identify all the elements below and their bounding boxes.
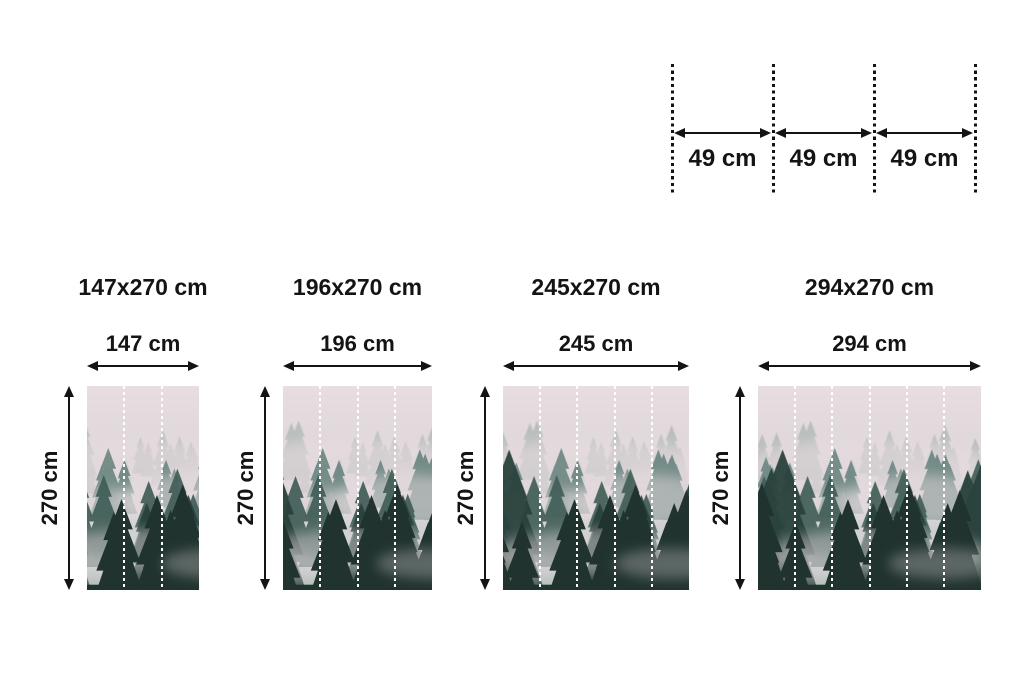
cut-line xyxy=(974,64,977,195)
panel-width-arrow xyxy=(876,128,973,138)
forest-photo xyxy=(87,386,199,590)
height-label: 270 cm xyxy=(233,450,258,526)
width-label: 147 cm xyxy=(105,331,181,356)
width-label: 294 cm xyxy=(832,331,907,356)
panel-cut-line xyxy=(394,386,396,590)
panel-segment: 49 cm xyxy=(874,64,975,195)
size-title: 147x270 cm xyxy=(78,274,208,300)
panel-cut-line xyxy=(943,386,945,590)
panel-segment: 49 cm xyxy=(773,64,874,195)
height-arrow xyxy=(480,386,490,590)
forest-photo xyxy=(503,386,689,590)
panel-cut-line xyxy=(161,386,163,590)
size-title: 245x270 cm xyxy=(531,274,661,300)
size-title: 196x270 cm xyxy=(292,274,423,300)
wallpaper-preview xyxy=(503,386,689,590)
width-label: 245 cm xyxy=(558,331,634,356)
panel-cut-line xyxy=(319,386,321,590)
width-arrow xyxy=(503,361,689,371)
height-arrow xyxy=(260,386,270,590)
wallpaper-preview xyxy=(283,386,432,590)
height-label: 270 cm xyxy=(453,450,478,526)
panel-width-label: 49 cm xyxy=(688,145,757,172)
panel-cut-line xyxy=(576,386,578,590)
width-label: 196 cm xyxy=(320,331,395,356)
height-arrow xyxy=(64,386,74,590)
cut-line xyxy=(772,64,775,195)
cut-line xyxy=(671,64,674,195)
panel-width-label: 49 cm xyxy=(890,145,959,172)
width-arrow xyxy=(87,361,199,371)
panel-width-label: 49 cm xyxy=(789,145,858,172)
panel-segment: 49 cm xyxy=(672,64,773,195)
wallpaper-preview xyxy=(87,386,199,590)
panel-cut-line xyxy=(831,386,833,590)
height-label: 270 cm xyxy=(37,450,62,526)
size-title: 294x270 cm xyxy=(804,274,935,300)
panel-width-arrow xyxy=(775,128,872,138)
panel-cut-line xyxy=(651,386,653,590)
height-label: 270 cm xyxy=(708,450,733,526)
width-arrow xyxy=(758,361,981,371)
panel-cut-line xyxy=(794,386,796,590)
panel-cut-line xyxy=(123,386,125,590)
panel-cut-line xyxy=(357,386,359,590)
panel-cut-line xyxy=(539,386,541,590)
panel-cut-line xyxy=(614,386,616,590)
panel-width-diagram: 49 cm 49 cm 49 cm xyxy=(671,64,977,195)
panel-cut-line xyxy=(906,386,908,590)
width-arrow xyxy=(283,361,432,371)
cut-line xyxy=(873,64,876,195)
wallpaper-preview xyxy=(758,386,981,590)
panel-width-arrow xyxy=(674,128,771,138)
panel-cut-line xyxy=(869,386,871,590)
height-arrow xyxy=(735,386,745,590)
